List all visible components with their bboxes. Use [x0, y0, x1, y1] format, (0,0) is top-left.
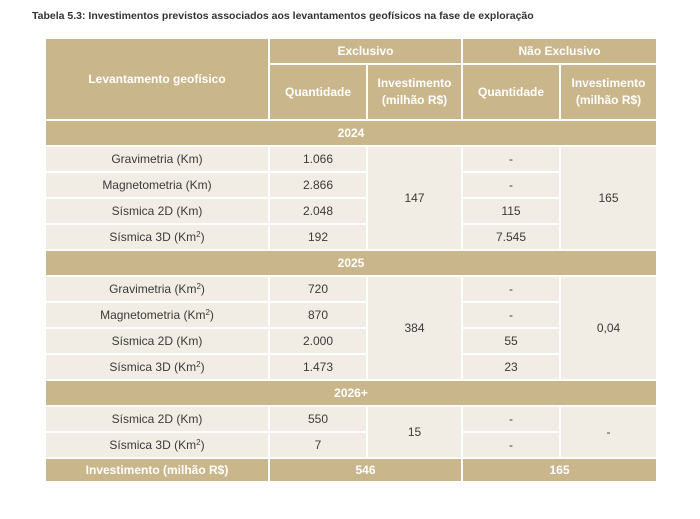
table-row: Sísmica 2D (Km) 2.048 115 [44, 197, 657, 225]
non-exclusive-quantity: 23 [461, 353, 561, 381]
survey-type: Sísmica 2D (Km) [44, 405, 270, 433]
non-exclusive-quantity: 55 [461, 327, 561, 355]
header-levantamento: Levantamento geofísico [44, 37, 270, 121]
superscript-two: 2 [196, 230, 201, 239]
survey-type: Sísmica 2D (Km) [44, 197, 270, 225]
footer-exclusive-total: 546 [268, 457, 463, 483]
table-row: Sísmica 3D (Km2) 7 - [44, 431, 657, 459]
survey-type: Magnetometria (Km) [44, 171, 270, 199]
exclusive-quantity: 870 [268, 301, 368, 329]
header-nao-exclusivo: Não Exclusivo [461, 37, 658, 65]
exclusive-quantity: 720 [268, 275, 368, 303]
non-exclusive-investment: - [559, 405, 658, 459]
table-row: Magnetometria (Km2) 870 - [44, 301, 657, 329]
table-row: Gravimetria (Km) 1.066 147-165 [44, 145, 658, 251]
exclusive-quantity: 7 [268, 431, 368, 459]
exclusive-quantity: 550 [268, 405, 368, 433]
footer-label: Investimento (milhão R$) [44, 457, 270, 483]
survey-type: Sísmica 3D (Km2) [44, 223, 270, 251]
year-label: 2024 [44, 119, 658, 147]
survey-type: Gravimetria (Km) [44, 145, 270, 173]
non-exclusive-investment: 165 [559, 145, 658, 251]
investment-table: Levantamento geofísico Exclusivo Não Exc… [44, 37, 658, 483]
table-row: Gravimetria (Km2) 720 384-0,04 [44, 275, 658, 381]
header-nao-exclusivo-quantidade: Quantidade [461, 63, 561, 121]
non-exclusive-investment: 0,04 [559, 275, 658, 381]
exclusive-quantity: 1.066 [268, 145, 368, 173]
non-exclusive-quantity: - [461, 431, 561, 459]
exclusive-quantity: 1.473 [268, 353, 368, 381]
exclusive-investment: 15 [366, 405, 463, 459]
header-nao-exclusivo-investimento: Investimento (milhão R$) [559, 63, 658, 121]
superscript-two: 2 [205, 308, 210, 317]
survey-type: Sísmica 3D (Km2) [44, 353, 270, 381]
survey-type: Gravimetria (Km2) [44, 275, 270, 303]
table-row: Magnetometria (Km) 2.866 - [44, 171, 657, 199]
non-exclusive-quantity: 115 [461, 197, 561, 225]
table-row: Sísmica 3D (Km2) 192 7.545 [44, 223, 657, 251]
non-exclusive-quantity: - [461, 171, 561, 199]
header-exclusivo: Exclusivo [268, 37, 463, 65]
non-exclusive-quantity: 7.545 [461, 223, 561, 251]
table-title: Tabela 5.3: Investimentos previstos asso… [32, 10, 534, 22]
table-body: 2024 Gravimetria (Km) 1.066 147-165 Magnetom… [44, 119, 658, 459]
year-label: 2025 [44, 249, 658, 277]
superscript-two: 2 [196, 360, 201, 369]
exclusive-investment: 384 [366, 275, 463, 381]
year-row: 2024 [44, 119, 658, 147]
exclusive-quantity: 2.000 [268, 327, 368, 355]
table-row: Sísmica 2D (Km) 550 15- - [44, 405, 658, 459]
superscript-two: 2 [196, 438, 201, 447]
non-exclusive-quantity: - [461, 301, 561, 329]
footer-non-exclusive-total: 165 [461, 457, 658, 483]
header-exclusivo-quantidade: Quantidade [268, 63, 368, 121]
survey-type: Sísmica 2D (Km) [44, 327, 270, 355]
year-row: 2025 [44, 249, 658, 277]
exclusive-quantity: 192 [268, 223, 368, 251]
exclusive-quantity: 2.048 [268, 197, 368, 225]
superscript-two: 2 [196, 282, 201, 291]
survey-type: Magnetometria (Km2) [44, 301, 270, 329]
year-label: 2026+ [44, 379, 658, 407]
non-exclusive-quantity: - [461, 145, 561, 173]
non-exclusive-quantity: - [461, 275, 561, 303]
table-row: Sísmica 2D (Km) 2.000 55 [44, 327, 657, 355]
exclusive-quantity: 2.866 [268, 171, 368, 199]
table-row: Sísmica 3D (Km2) 1.473 23 [44, 353, 657, 381]
non-exclusive-quantity: - [461, 405, 561, 433]
survey-type: Sísmica 3D (Km2) [44, 431, 270, 459]
year-row: 2026+ [44, 379, 658, 407]
header-exclusivo-investimento: Investimento (milhão R$) [366, 63, 463, 121]
exclusive-investment: 147 [366, 145, 463, 251]
